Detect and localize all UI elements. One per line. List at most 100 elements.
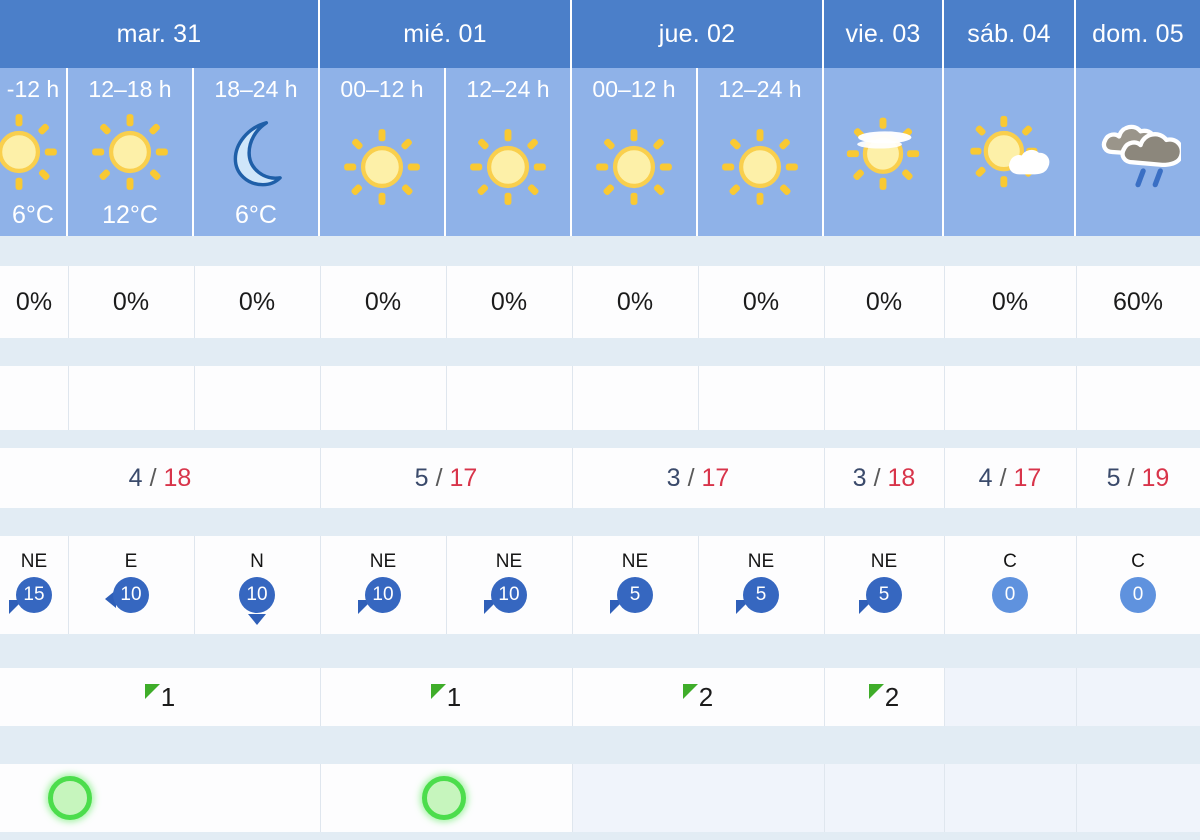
cell-divider	[572, 536, 573, 634]
cell-divider	[320, 764, 321, 832]
air-quality-cell-0	[0, 764, 320, 832]
snow-level-value	[824, 366, 944, 430]
uv-cell-1: 1	[320, 668, 572, 726]
wind-speed: 10	[113, 577, 149, 613]
uv-empty-area	[944, 668, 1200, 726]
day-label: mar. 31	[116, 19, 202, 48]
wind-indicator: 10	[351, 573, 415, 619]
temperature-separator: /	[149, 463, 157, 492]
cell-divider	[944, 668, 945, 726]
day-header-mie-01[interactable]: mié. 01	[320, 0, 572, 68]
day-header-dom-05[interactable]: dom. 05	[1076, 0, 1200, 68]
day-header-vie-03[interactable]: vie. 03	[824, 0, 944, 68]
cell-divider	[1076, 536, 1077, 634]
precipitation-value: 0%	[865, 287, 903, 316]
air-quality-empty-area	[572, 764, 1200, 832]
cell-divider	[572, 266, 573, 338]
temperature-max: 18	[163, 463, 192, 492]
temperature-separator: /	[1127, 463, 1135, 492]
cell-divider	[698, 266, 699, 338]
uv-value: 1	[446, 681, 462, 712]
weather-icon-sun	[68, 104, 192, 200]
weather-icon-sun	[320, 104, 444, 230]
cell-divider	[1076, 764, 1077, 832]
wind-indicator: 15	[2, 573, 66, 619]
precipitation-value: 0%	[616, 287, 654, 316]
wind-arrow-down-icon	[248, 614, 266, 625]
temperature-min: 4	[128, 463, 143, 492]
air-quality-cell-5	[1076, 764, 1200, 832]
day-label: mié. 01	[403, 19, 487, 48]
period-label: 12–24 h	[718, 76, 802, 102]
wind-indicator: 10	[225, 573, 289, 625]
cell-divider	[194, 536, 195, 634]
row-precipitation-bg	[0, 266, 1200, 338]
temperature-min: 4	[978, 463, 993, 492]
wind-speed: 10	[491, 577, 527, 613]
snow-level-value	[320, 366, 446, 430]
air-quality-cell-4	[944, 764, 1076, 832]
wind-speed: 5	[617, 577, 653, 613]
temperature-max: 17	[449, 463, 478, 492]
weather-icon-sun	[572, 104, 696, 230]
period-cell-8[interactable]	[944, 68, 1076, 236]
precipitation-value: 0%	[112, 287, 150, 316]
snow-level-value	[944, 366, 1076, 430]
band-separator	[0, 508, 1200, 536]
wind-indicator: 0	[1106, 573, 1170, 619]
period-cell-6[interactable]: 12–24 h	[698, 68, 824, 236]
snow-level-value	[572, 366, 698, 430]
temperature-min: 3	[852, 463, 867, 492]
precipitation-value: 0%	[238, 287, 276, 316]
row-temperature-bg	[0, 448, 1200, 508]
uv-flag-icon	[144, 683, 160, 699]
temperature-max: 17	[1013, 463, 1042, 492]
wind-cell-2: N 10	[194, 536, 320, 634]
precipitation-value: 0%	[490, 287, 528, 316]
temperature-cell: 5 / 19	[1076, 448, 1200, 508]
cell-divider	[320, 366, 321, 430]
period-cell-3[interactable]: 00–12 h	[320, 68, 446, 236]
cell-divider	[320, 448, 321, 508]
wind-arrow-left-icon	[105, 590, 116, 608]
weather-icon-sun-cloud	[944, 68, 1074, 236]
cell-divider	[194, 366, 195, 430]
wind-speed: 0	[992, 577, 1028, 613]
wind-cell-8: C 0	[944, 536, 1076, 634]
period-cell-7[interactable]	[824, 68, 944, 236]
cell-divider	[68, 366, 69, 430]
period-cell-1[interactable]: 12–18 h 12°C	[68, 68, 194, 236]
day-header-mar-31[interactable]: mar. 31	[0, 0, 320, 68]
day-header-sab-04[interactable]: sáb. 04	[944, 0, 1076, 68]
period-cell-2[interactable]: 18–24 h 6°C	[194, 68, 320, 236]
wind-cell-6: NE 5	[698, 536, 824, 634]
temperature-max: 18	[887, 463, 916, 492]
air-quality-cell-1	[320, 764, 572, 832]
period-cell-4[interactable]: 12–24 h	[446, 68, 572, 236]
snow-level-value	[0, 366, 68, 430]
cell-divider	[824, 764, 825, 832]
temperature-cell: 5 / 17	[320, 448, 572, 508]
period-cell-0[interactable]: -12 h 6°C	[0, 68, 68, 236]
period-temperature: 6°C	[235, 201, 277, 229]
cell-divider	[824, 366, 825, 430]
row-snow-bg	[0, 366, 1200, 430]
temperature-max: 19	[1141, 463, 1170, 492]
wind-indicator: 0	[978, 573, 1042, 619]
wind-cell-5: NE 5	[572, 536, 698, 634]
cell-divider	[572, 764, 573, 832]
period-cell-9[interactable]	[1076, 68, 1200, 236]
day-header-jue-02[interactable]: jue. 02	[572, 0, 824, 68]
wind-cell-9: C 0	[1076, 536, 1200, 634]
wind-cell-3: NE 10	[320, 536, 446, 634]
uv-value: 2	[698, 681, 714, 712]
period-label: 18–24 h	[214, 76, 298, 102]
day-label: sáb. 04	[967, 19, 1051, 48]
cell-divider	[320, 536, 321, 634]
cell-divider	[944, 266, 945, 338]
temperature-separator: /	[873, 463, 881, 492]
snow-level-value	[194, 366, 320, 430]
cell-divider	[446, 536, 447, 634]
period-cell-5[interactable]: 00–12 h	[572, 68, 698, 236]
period-label: -12 h	[6, 76, 60, 102]
